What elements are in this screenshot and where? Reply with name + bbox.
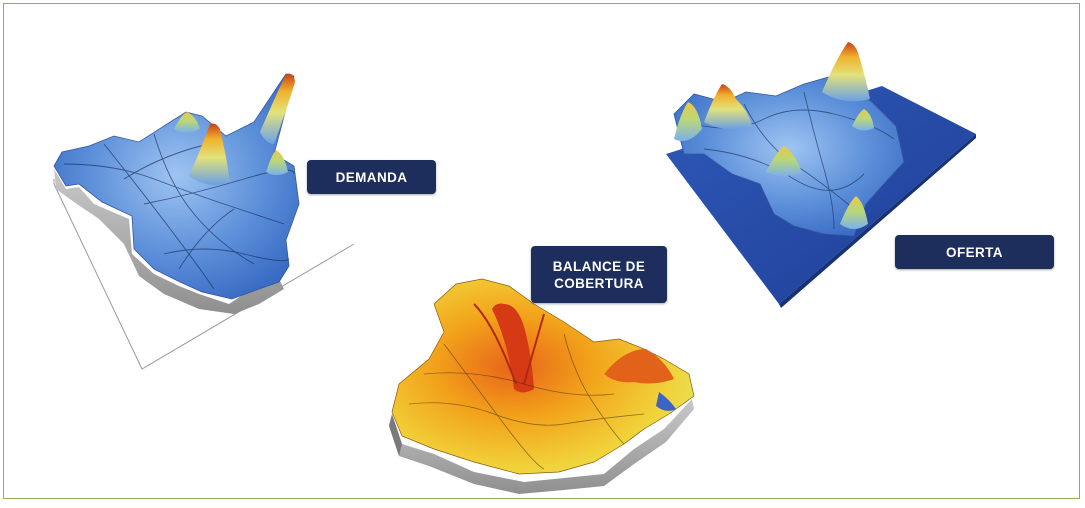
demand-label: DEMANDA: [307, 160, 436, 194]
coverage-balance-label-line1: BALANCE DE: [552, 258, 646, 274]
supply-label-text: OFERTA: [946, 244, 1003, 260]
terrain-illustrations: [53, 42, 976, 494]
coverage-balance-label: BALANCE DE COBERTURA: [531, 246, 667, 303]
supply-terrain-map: [666, 42, 976, 308]
coverage-balance-terrain-map: [389, 278, 695, 494]
coverage-balance-label-line2: COBERTURA: [554, 275, 644, 291]
demand-terrain-map: [53, 73, 355, 370]
demand-label-text: DEMANDA: [335, 169, 408, 185]
supply-label: OFERTA: [895, 235, 1054, 269]
